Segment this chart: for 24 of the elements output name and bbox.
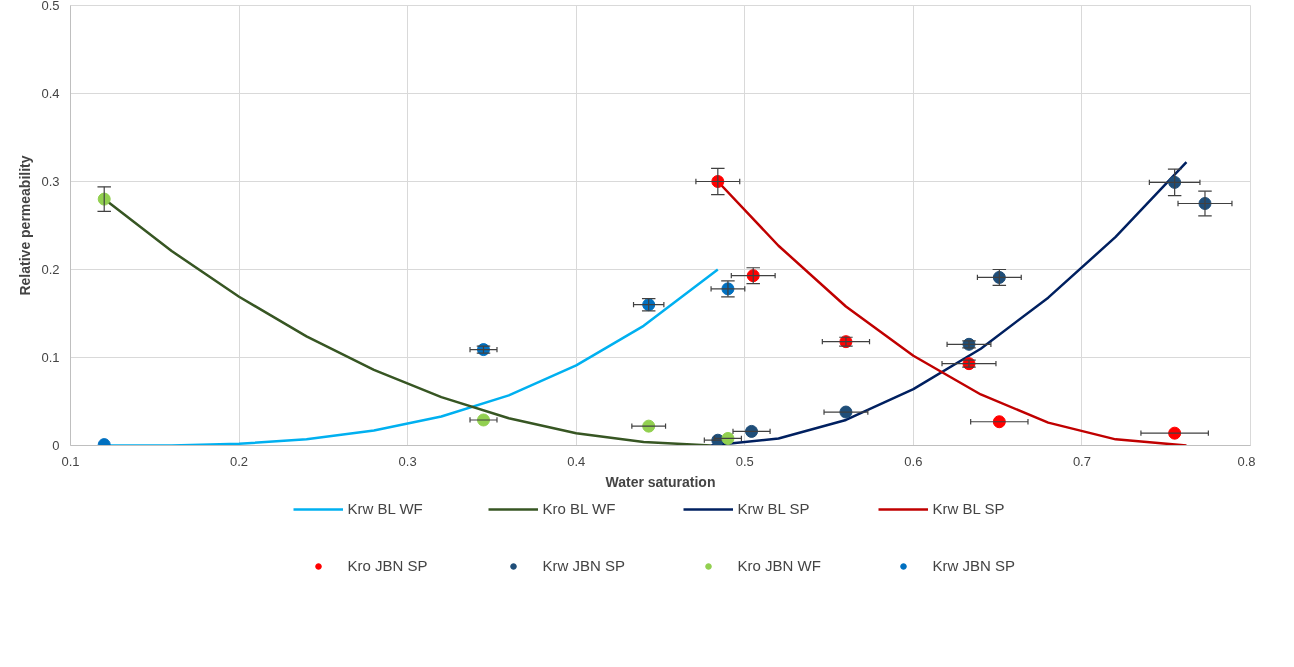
legend-label: Krw BL SP [737,500,811,517]
legend-label: Krw JBN SP [542,557,626,574]
legend-label: Kro BL WF [542,500,617,517]
y-tick-label: 0 [52,438,60,453]
legend-label: Krw BL SP [932,500,1006,517]
x-tick-label: 0.8 [1237,453,1256,469]
y-tick-label: 0.3 [41,174,60,189]
y-tick-label: 0.1 [41,350,60,365]
x-tick-label: 0.7 [1072,453,1091,469]
x-tick-label: 0.2 [230,453,249,469]
x-tick-label: 0.6 [904,453,923,469]
x-tick-label: 0.1 [61,453,80,469]
legend-label: Krw JBN SP [932,557,1016,574]
y-tick-label: 0.5 [41,0,60,13]
x-tick-label: 0.5 [735,453,754,469]
y-axis-title: Relative permeability [17,155,34,296]
y-tick-label: 0.2 [41,262,60,277]
y-tick-label: 0.4 [41,86,60,101]
x-tick-label: 0.4 [567,453,586,469]
legend-label: Kro JBN SP [347,557,429,574]
x-axis-title: Water saturation [605,473,716,490]
x-tick-label: 0.3 [398,453,417,469]
legend-label: Krw BL WF [347,500,424,517]
legend-label: Kro JBN WF [737,557,822,574]
